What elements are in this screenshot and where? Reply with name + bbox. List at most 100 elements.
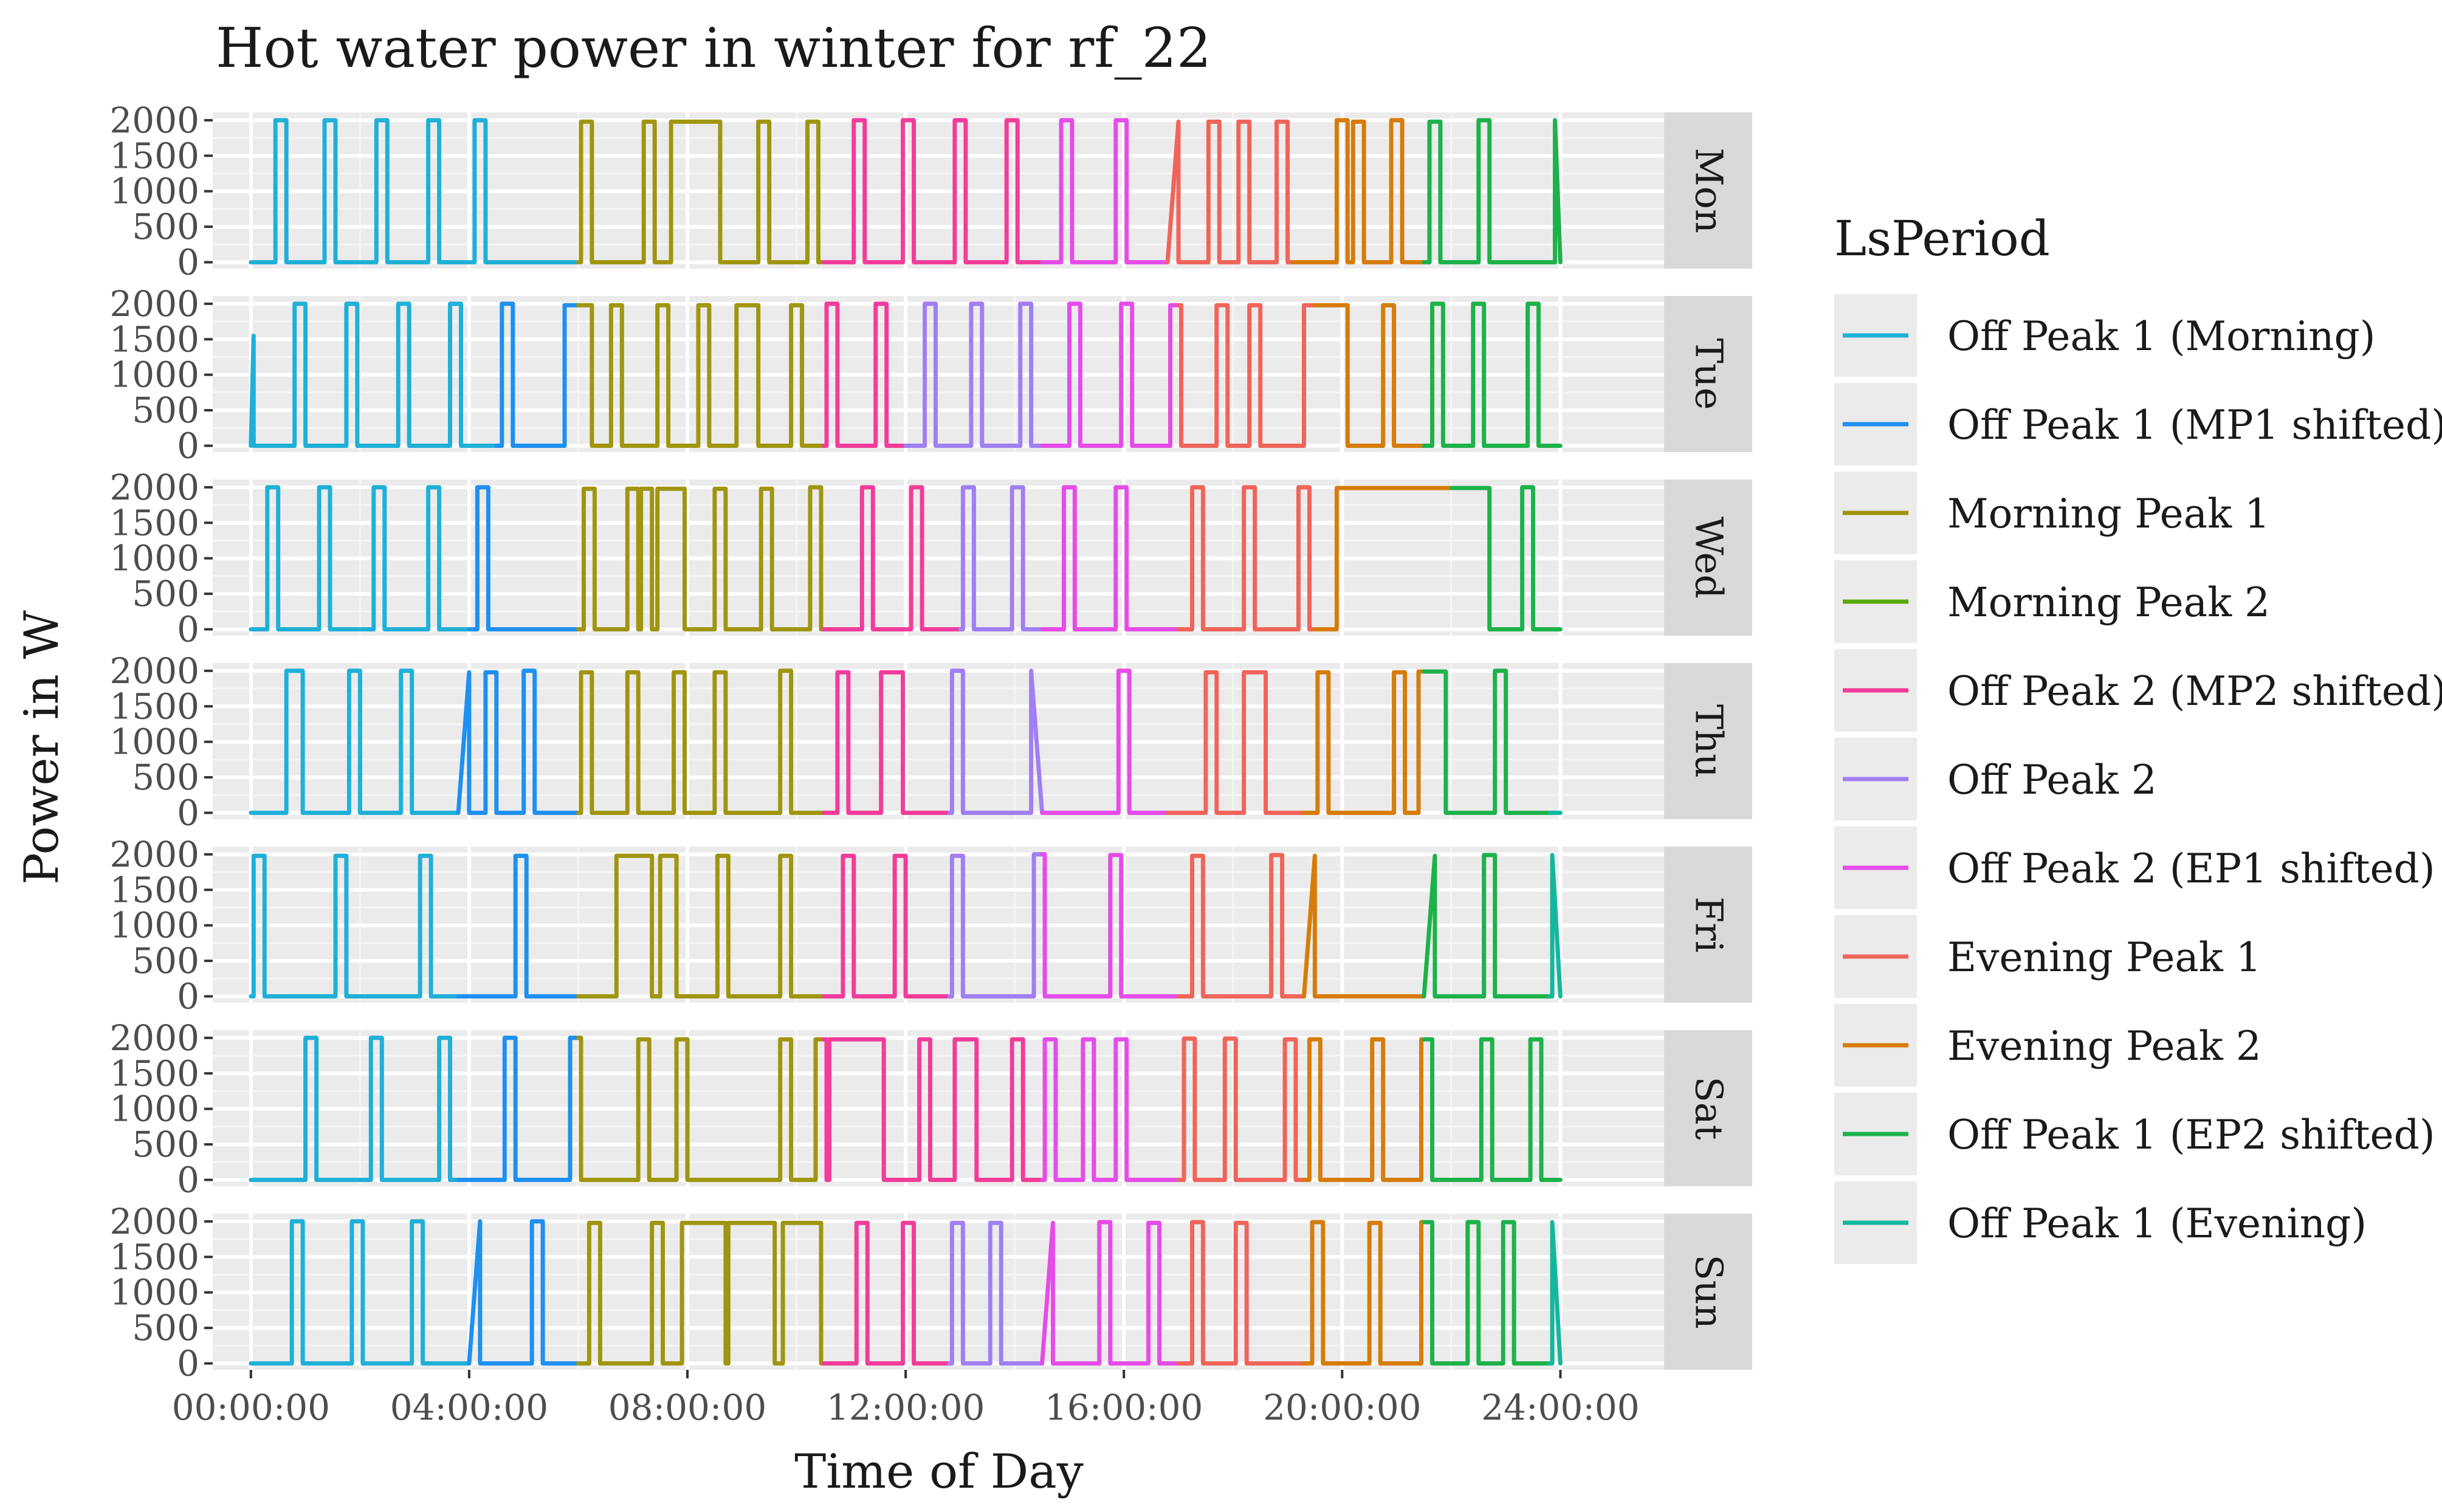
facet-panels: 0500100015002000Mon0500100015002000Tue05… [109,100,1752,1384]
facet-label: Sat [1687,1076,1732,1139]
x-tick-label: 24:00:00 [1481,1387,1640,1428]
x-tick-label: 04:00:00 [390,1387,549,1428]
y-tick-label: 2000 [109,467,199,508]
facet-label: Wed [1687,517,1732,599]
legend-item: Off Peak 1 (Evening) [1834,1181,2367,1264]
series-line-evening-peak-1 [1165,670,1306,815]
facet-strip [1664,1214,1752,1370]
facet-strip [1664,479,1752,636]
y-tick-label: 1500 [109,135,199,176]
series-line-off-peak-1-morning- [249,853,461,998]
series-line-evening-peak-2 [1302,1037,1426,1182]
series-line-off-peak-2-ep1-shifted- [1040,118,1170,264]
facet-label: Mon [1687,148,1732,233]
y-axis-label: Power in W [15,610,69,884]
series-line-morning-peak-1 [576,1036,826,1182]
x-axis: 00:00:00 04:00:00 08:00:00 12:00:00 16:00:00… [172,1370,1640,1428]
y-tick-label: 2000 [109,834,199,875]
y-tick-label: 500 [132,390,199,431]
series-line-evening-peak-1 [1176,485,1317,631]
facet-strip [1664,663,1752,819]
series-line-off-peak-1-morning- [249,1036,461,1182]
y-tick-label: 500 [132,1307,199,1349]
series-line-off-peak-1-ep2-shifted- [1422,668,1552,815]
series-line-evening-peak-2 [1302,853,1426,998]
facet-strip [1664,296,1752,452]
legend-title: LsPeriod [1834,210,2050,267]
series-line-off-peak-1-evening- [1547,1220,1563,1366]
series-line-evening-peak-2 [1312,486,1454,631]
y-tick-label: 2000 [109,650,199,692]
series-line-off-peak-1-ep2-shifted- [1422,301,1563,448]
series-line-off-peak-1-mp1-shifted- [456,668,580,815]
series-line-off-peak-1-morning- [249,1219,472,1366]
y-tick-label: 1500 [109,869,199,910]
legend-item: Morning Peak 2 [1834,560,2270,643]
legend-item: Off Peak 1 (EP2 shifted) [1834,1093,2435,1175]
series-line-off-peak-1-ep2-shifted- [1422,853,1552,998]
series-line-evening-peak-1 [1176,1220,1306,1366]
legend-label: Off Peak 1 (Evening) [1947,1200,2367,1247]
legend-item: Off Peak 1 (Morning) [1834,294,2376,377]
series-line-off-peak-2-mp2-shifted- [822,1037,1045,1182]
x-tick-label: 12:00:00 [827,1387,985,1428]
series-line-morning-peak-1 [576,485,826,631]
legend-label: Off Peak 1 (MP1 shifted) [1947,402,2442,448]
series-line-off-peak-1-morning- [249,485,472,631]
series-line-off-peak-2-ep1-shifted- [1040,1037,1181,1182]
x-axis-label: Time of Day [794,1445,1084,1499]
chart-title: Hot water power in winter for rf_22 [216,16,1211,80]
y-tick-label: 0 [177,1342,199,1384]
series-line-off-peak-2-mp2-shifted- [822,301,908,448]
y-tick-label: 1500 [109,1053,199,1094]
series-line-off-peak-1-mp1-shifted- [456,1036,580,1182]
series-line-off-peak-2 [947,852,1045,998]
facet-strip [1664,847,1752,1003]
series-line-off-peak-2-ep1-shifted- [1040,301,1181,448]
x-tick-label: 16:00:00 [1045,1387,1203,1428]
series-line-off-peak-2-mp2-shifted- [822,670,952,815]
series-line-off-peak-2-ep1-shifted- [1040,485,1181,631]
series-line-off-peak-2 [947,1220,1045,1366]
series-line-evening-peak-1 [1165,119,1295,264]
series-line-off-peak-1-ep2-shifted- [1422,118,1563,264]
facet-label: Sun [1687,1254,1732,1328]
facet-strip [1664,1030,1752,1186]
y-tick-label: 0 [177,792,199,833]
legend-item: Morning Peak 1 [1834,472,2270,554]
series-line-off-peak-2-ep1-shifted- [1040,668,1170,815]
series-line-off-peak-2-mp2-shifted- [822,1220,952,1366]
series-line-evening-peak-2 [1302,669,1426,815]
y-tick-label: 2000 [109,1017,199,1059]
y-tick-label: 500 [132,940,199,981]
y-tick-label: 500 [132,206,199,247]
y-tick-label: 1000 [109,171,199,212]
series-line-off-peak-1-mp1-shifted- [456,853,580,998]
series-line-morning-peak-1 [576,853,826,998]
y-tick-label: 1500 [109,318,199,360]
legend-label: Off Peak 1 (EP2 shifted) [1947,1112,2435,1158]
series-line-evening-peak-2 [1312,303,1426,448]
series-line-morning-peak-1 [576,303,826,448]
legend-label: Off Peak 2 [1947,757,2157,803]
series-line-off-peak-1-mp1-shifted- [494,301,580,448]
series-line-off-peak-2-ep1-shifted- [1040,852,1181,998]
facet-label: Thu [1687,704,1732,778]
legend-label: Evening Peak 2 [1947,1023,2261,1070]
y-tick-label: 0 [177,975,199,1017]
legend-item: Evening Peak 1 [1834,915,2261,998]
series-line-off-peak-2 [903,301,1045,448]
x-tick-label: 20:00:00 [1263,1387,1422,1428]
series-line-evening-peak-1 [1176,303,1317,448]
series-line-off-peak-1-morning- [249,118,580,264]
series-line-off-peak-1-morning- [249,301,499,448]
y-tick-label: 500 [132,1124,199,1165]
y-tick-label: 1000 [109,354,199,396]
series-line-off-peak-2 [947,668,1045,815]
